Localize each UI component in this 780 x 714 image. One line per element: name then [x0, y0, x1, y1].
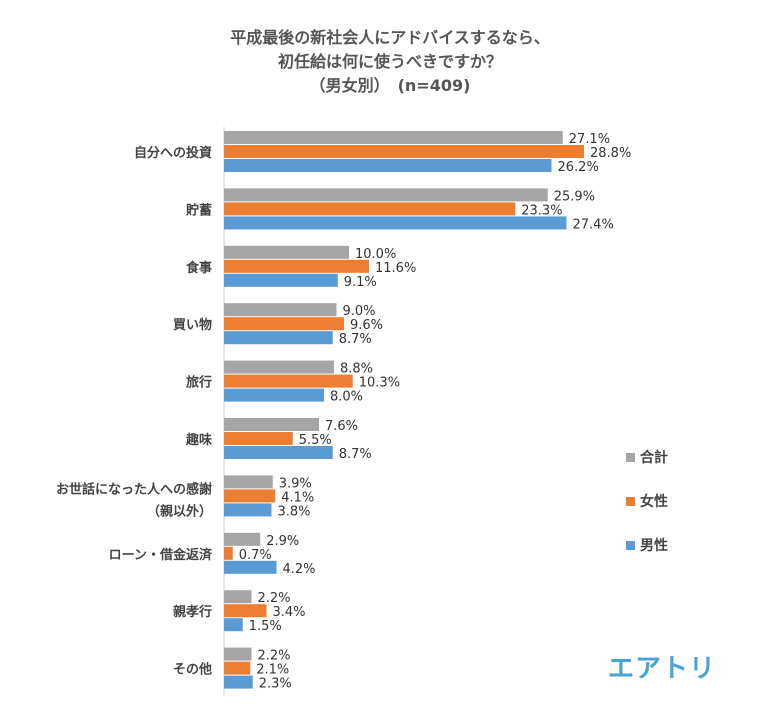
legend-swatch	[626, 453, 635, 462]
bar-男性	[224, 159, 552, 172]
data-label: 8.7%	[339, 332, 372, 347]
category-label: 趣味	[185, 432, 212, 448]
bar-女性	[224, 546, 233, 560]
bar-男性	[224, 503, 272, 517]
data-label: 4.2%	[283, 562, 316, 577]
data-label: 2.3%	[259, 677, 292, 692]
category-label: 親孝行	[173, 604, 212, 620]
data-label: 27.4%	[573, 217, 614, 232]
bar-女性	[224, 604, 267, 618]
legend-swatch	[626, 541, 635, 550]
data-label: 9.6%	[350, 318, 383, 333]
data-label: 3.9%	[279, 476, 312, 491]
data-label: 7.6%	[325, 419, 358, 434]
bar-合計	[224, 475, 273, 489]
bar-男性	[224, 618, 243, 632]
data-label: 8.8%	[340, 362, 373, 377]
bar-男性	[224, 560, 277, 574]
bar-男性	[224, 331, 333, 345]
data-label: 2.9%	[266, 534, 299, 549]
bar-男性	[224, 216, 567, 230]
bar-合計	[224, 647, 252, 661]
logo: エアトリ	[608, 654, 717, 684]
category-label: （親以外）	[147, 503, 212, 519]
data-label: 8.0%	[330, 390, 363, 405]
category-label: その他	[173, 662, 212, 678]
bar-男性	[224, 446, 333, 459]
bar-女性	[224, 432, 293, 445]
chart-title-line-3: （男女別） (n=409)	[309, 76, 471, 95]
data-label: 8.7%	[339, 447, 372, 462]
bar-女性	[224, 374, 353, 388]
legend-label: 合計	[640, 449, 668, 466]
bar-合計	[224, 590, 252, 604]
bar-女性	[224, 489, 276, 503]
category-label: 貯蓄	[186, 202, 212, 218]
bar-女性	[224, 317, 344, 331]
data-label: 9.0%	[343, 304, 376, 319]
category-label: ローン・借金返済	[109, 547, 213, 563]
data-label: 2.1%	[256, 663, 289, 678]
data-label: 4.1%	[281, 490, 314, 505]
data-label: 9.1%	[344, 275, 377, 290]
bar-合計	[224, 360, 334, 374]
data-label: 3.8%	[278, 504, 311, 519]
data-label: 2.2%	[258, 649, 291, 664]
bar-合計	[224, 532, 261, 546]
data-label: 11.6%	[375, 261, 416, 276]
bar-男性	[224, 675, 253, 689]
category-label: お世話になった人への感謝	[56, 481, 212, 497]
data-label: 10.0%	[355, 247, 396, 262]
legend-label: 男性	[640, 537, 668, 554]
data-label: 0.7%	[239, 548, 272, 563]
category-label: 買い物	[173, 317, 212, 333]
bar-女性	[224, 202, 516, 216]
data-label: 27.1%	[569, 132, 610, 147]
data-label: 28.8%	[590, 146, 631, 161]
data-label: 1.5%	[249, 619, 282, 634]
bar-女性	[224, 661, 251, 675]
data-label: 5.5%	[299, 433, 332, 448]
bar-男性	[224, 388, 324, 402]
legend-label: 女性	[640, 493, 668, 510]
bar-合計	[224, 188, 548, 202]
data-label: 3.4%	[273, 605, 306, 620]
bar-合計	[224, 303, 337, 317]
data-label: 23.3%	[521, 203, 562, 218]
bar-男性	[224, 273, 338, 287]
bar-合計	[224, 131, 563, 144]
chart-title-line-2: 初任給は何に使うべきですか？	[277, 52, 502, 71]
category-label: 旅行	[186, 375, 212, 391]
data-label: 26.2%	[558, 160, 599, 175]
category-label: 自分への投資	[134, 145, 212, 161]
data-label: 2.2%	[258, 591, 291, 606]
bar-女性	[224, 259, 369, 273]
legend-swatch	[626, 497, 635, 506]
category-label: 食事	[186, 260, 212, 276]
data-label: 25.9%	[554, 189, 595, 204]
bar-女性	[224, 145, 584, 158]
data-label: 10.3%	[359, 376, 400, 391]
bar-合計	[224, 245, 349, 259]
bar-合計	[224, 418, 319, 431]
chart-title-line-1: 平成最後の新社会人にアドバイスするなら、	[230, 28, 550, 47]
